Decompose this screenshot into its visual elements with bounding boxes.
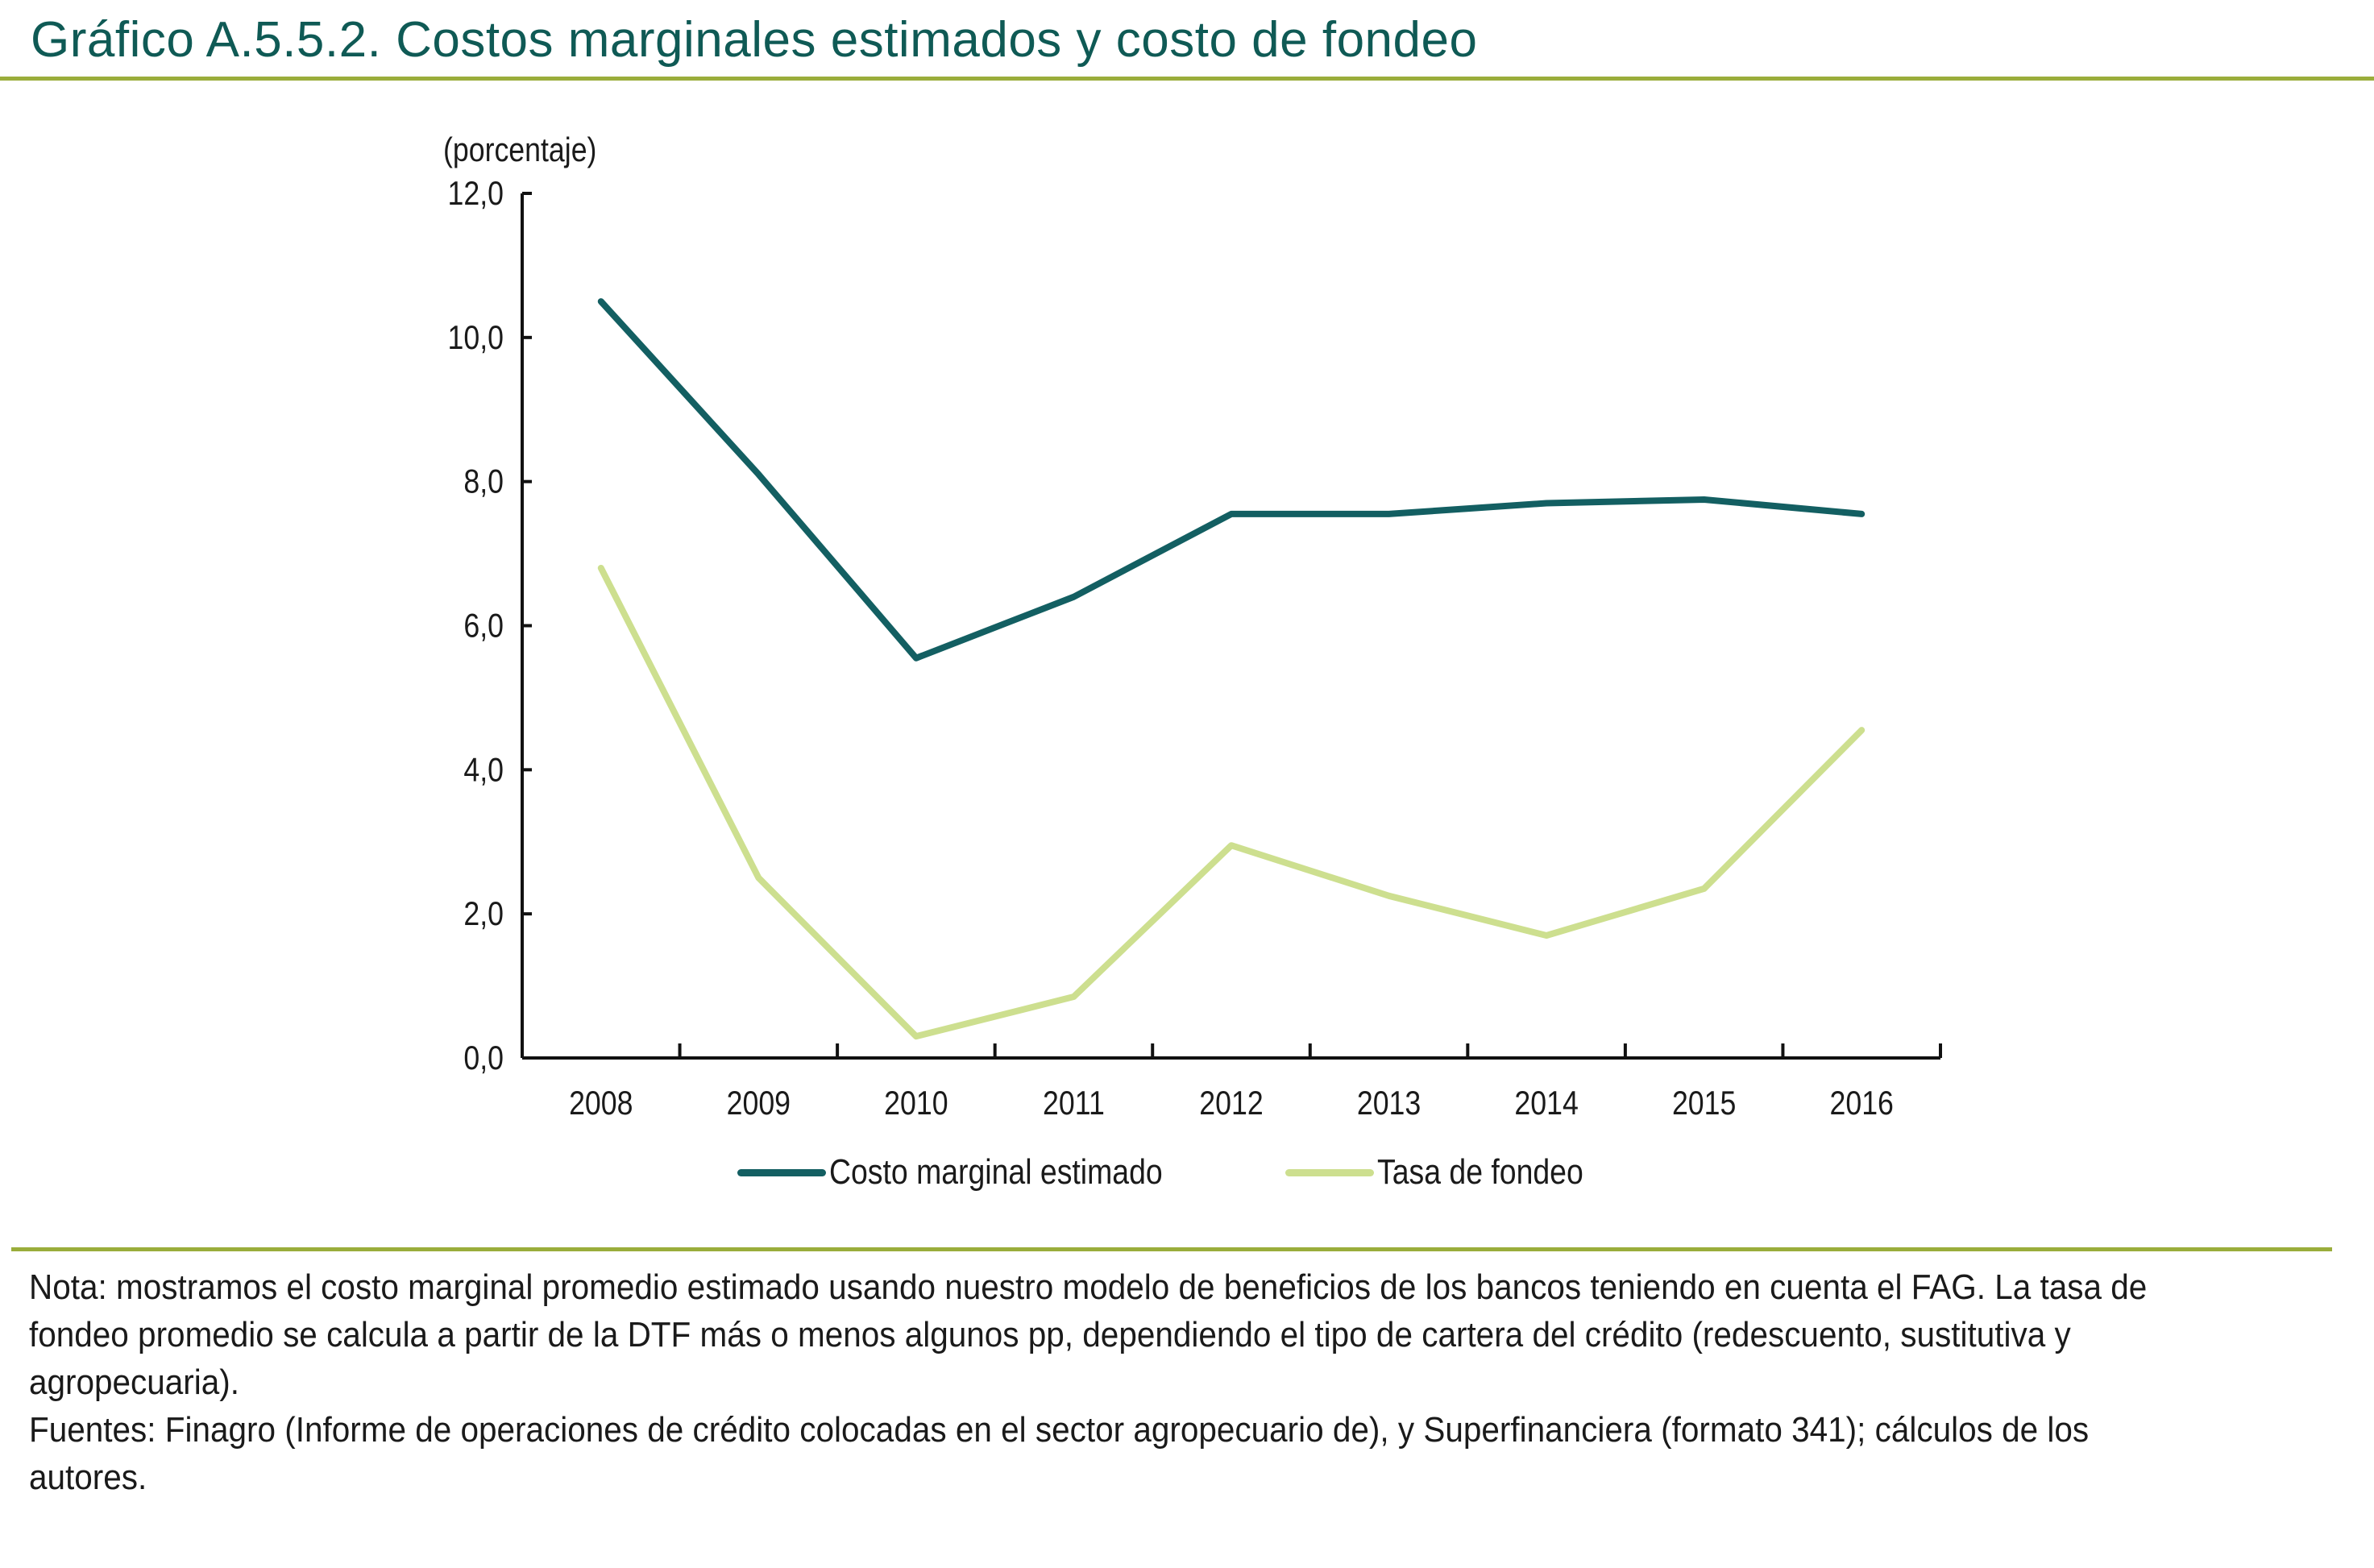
line-chart: 0,0 2,0 4,0 6,0 8,0 10,0 12,0 2008 2009 2010 2011 2… bbox=[443, 131, 1942, 1122]
x-tick-label: 2013 bbox=[1357, 1085, 1421, 1122]
y-tick-label: 8,0 bbox=[463, 463, 504, 500]
x-tick-label: 2009 bbox=[727, 1085, 791, 1122]
x-tick-label: 2014 bbox=[1514, 1085, 1578, 1122]
y-tick-label: 0,0 bbox=[463, 1039, 504, 1076]
legend-label-costo: Costo marginal estimado bbox=[829, 1152, 1163, 1192]
y-tick-label: 2,0 bbox=[463, 896, 504, 933]
series-line-costo-marginal bbox=[597, 298, 1866, 662]
y-tick-label: 12,0 bbox=[448, 175, 504, 212]
title-divider bbox=[0, 77, 2374, 81]
legend-item-tasa: Tasa de fondeo bbox=[1285, 1152, 1620, 1193]
legend-swatch-tasa bbox=[1285, 1168, 1374, 1176]
sources-text: Fuentes: Finagro (Informe de operaciones… bbox=[29, 1410, 2090, 1497]
x-tick-label: 2016 bbox=[1830, 1085, 1894, 1122]
note-text: Nota: mostramos el costo marginal promed… bbox=[29, 1267, 2148, 1402]
legend-swatch-costo bbox=[737, 1168, 826, 1176]
axes: 0,0 2,0 4,0 6,0 8,0 10,0 12,0 2008 2009 2010 2011 2… bbox=[448, 175, 1942, 1122]
series-line-tasa-fondeo bbox=[597, 564, 1866, 1040]
notes-divider bbox=[11, 1247, 2332, 1251]
series-lines bbox=[597, 298, 1866, 1040]
chart-title: Gráfico A.5.5.2. Costos marginales estim… bbox=[31, 12, 1478, 68]
legend-item-costo: Costo marginal estimado bbox=[737, 1152, 1222, 1193]
y-axis-label: (porcentaje) bbox=[443, 131, 596, 168]
x-tick-label: 2010 bbox=[884, 1085, 948, 1122]
x-tick-label: 2008 bbox=[569, 1085, 633, 1122]
y-tick-label: 10,0 bbox=[448, 319, 504, 356]
legend-label-tasa: Tasa de fondeo bbox=[1377, 1152, 1583, 1192]
y-tick-label: 4,0 bbox=[463, 752, 504, 789]
x-tick-label: 2015 bbox=[1672, 1085, 1736, 1122]
notes: Nota: mostramos el costo marginal promed… bbox=[29, 1263, 2164, 1501]
x-tick-label: 2011 bbox=[1043, 1085, 1105, 1122]
y-tick-label: 6,0 bbox=[463, 608, 504, 645]
x-tick-label: 2012 bbox=[1199, 1085, 1263, 1122]
